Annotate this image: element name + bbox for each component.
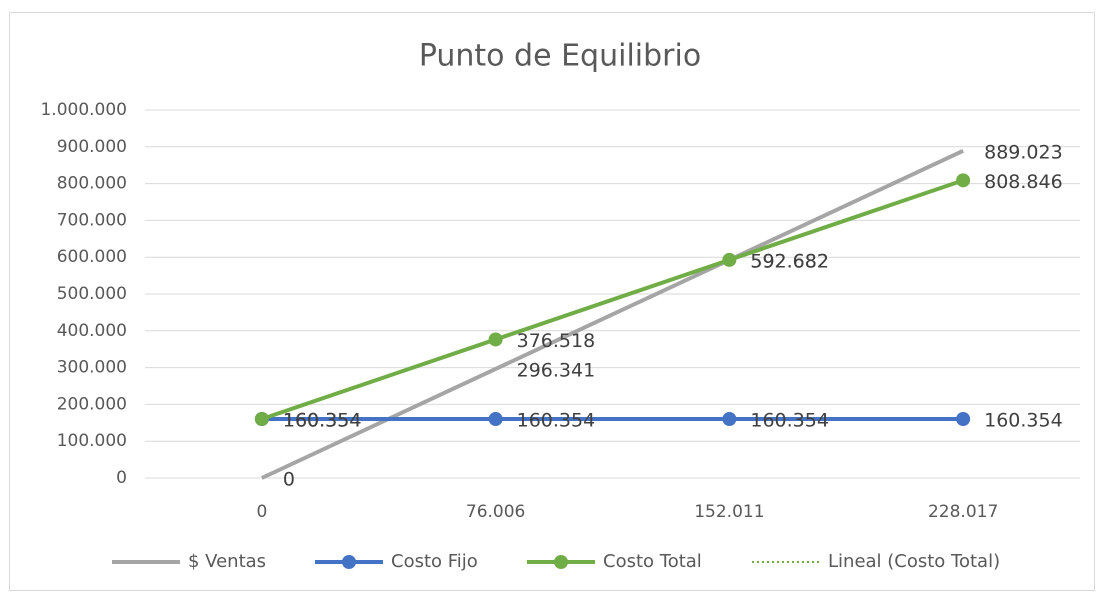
legend-label: Lineal (Costo Total) xyxy=(828,551,1000,572)
data-label: 160.354 xyxy=(283,409,362,431)
chart-title: Punto de Equilibrio xyxy=(419,39,701,74)
y-tick-label: 600.000 xyxy=(57,247,127,267)
data-label: 376.518 xyxy=(517,330,596,352)
chart-border xyxy=(9,12,1095,591)
y-tick-label: 200.000 xyxy=(57,394,127,414)
point xyxy=(956,411,971,426)
x-tick-label: 228.017 xyxy=(928,502,998,522)
data-label: 0 xyxy=(283,469,295,491)
legend-marker xyxy=(342,555,356,569)
y-tick-label: 0 xyxy=(116,468,127,488)
data-label: 889.023 xyxy=(984,141,1063,163)
series-line xyxy=(261,149,964,480)
data-label: 592.682 xyxy=(750,250,829,272)
point xyxy=(722,411,737,426)
data-label: 296.341 xyxy=(517,359,596,381)
point xyxy=(488,332,503,347)
point xyxy=(722,252,737,267)
legend-marker xyxy=(554,555,568,569)
y-tick-label: 100.000 xyxy=(57,431,127,451)
y-tick-label: 300.000 xyxy=(57,358,127,378)
x-tick-label: 0 xyxy=(256,502,267,522)
point xyxy=(254,411,269,426)
y-tick-label: 700.000 xyxy=(57,210,127,230)
point xyxy=(488,411,503,426)
series-line xyxy=(261,178,964,421)
x-tick-label: 152.011 xyxy=(694,502,764,522)
data-label: 592.682 xyxy=(750,250,829,272)
legend-label: Costo Fijo xyxy=(391,551,478,572)
data-label: 808.846 xyxy=(984,171,1063,193)
data-label: 160.354 xyxy=(984,409,1063,431)
legend-label: Costo Total xyxy=(603,551,702,572)
x-tick-label: 76.006 xyxy=(466,502,525,522)
legend-label: $ Ventas xyxy=(188,551,266,572)
data-label: 160.354 xyxy=(283,409,362,431)
y-tick-label: 500.000 xyxy=(57,284,127,304)
y-tick-label: 400.000 xyxy=(57,321,127,341)
y-tick-label: 1.000.000 xyxy=(40,100,127,120)
data-label: 160.354 xyxy=(750,409,829,431)
y-tick-label: 900.000 xyxy=(57,137,127,157)
data-label: 160.354 xyxy=(517,409,596,431)
y-tick-label: 800.000 xyxy=(57,174,127,194)
point xyxy=(956,173,971,188)
